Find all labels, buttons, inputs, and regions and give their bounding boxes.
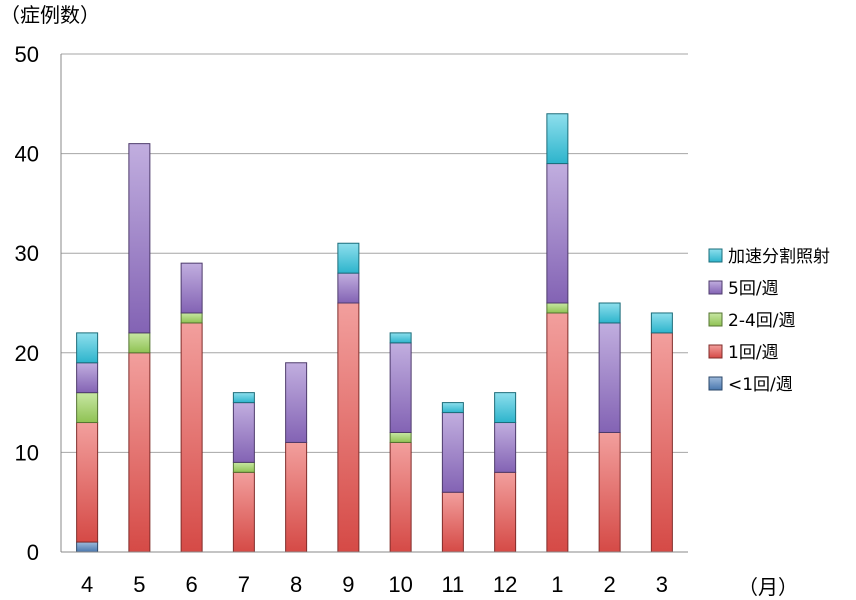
legend-swatch (708, 312, 723, 327)
bar-segment (128, 143, 151, 334)
x-tick-label: 7 (238, 572, 250, 597)
legend-label: 加速分割照射 (728, 247, 830, 267)
axes (60, 54, 688, 553)
bar-segment (598, 431, 621, 553)
x-tick-label: 1 (551, 572, 563, 597)
bar-segment (389, 332, 412, 344)
x-tick-label: 8 (290, 572, 302, 597)
bar-segment (650, 312, 673, 334)
x-tick-label: 3 (656, 572, 668, 597)
x-tick-label: 6 (186, 572, 198, 597)
y-tick-label: 20 (15, 341, 39, 366)
bar-segment (180, 262, 203, 314)
bar-segment (285, 441, 308, 553)
grid-lines (61, 53, 688, 453)
bar-segment (337, 302, 360, 553)
bar-segment (232, 471, 255, 553)
x-tick-label: 12 (493, 572, 517, 597)
bar-segment (76, 392, 99, 424)
bar-segment (76, 362, 99, 394)
bar-segment (285, 362, 308, 443)
bar-series (76, 113, 673, 553)
bar-segment (546, 312, 569, 553)
y-tick-label: 0 (27, 540, 39, 565)
x-tick-label: 9 (342, 572, 354, 597)
bar-segment (76, 422, 99, 543)
bar-segment (232, 461, 255, 473)
bar-segment (389, 431, 412, 443)
x-tick-label: 5 (133, 572, 145, 597)
bar-segment (180, 322, 203, 553)
bar-segment (546, 302, 569, 314)
bar-segment (494, 392, 517, 424)
bar-segment (180, 312, 203, 324)
bar-segment (232, 402, 255, 463)
legend-label: 1回/週 (728, 343, 779, 363)
legend-swatch (708, 280, 723, 295)
bar-segment (76, 541, 99, 553)
legend-swatch (708, 248, 723, 263)
y-axis-title: （症例数） (0, 3, 100, 27)
bar-segment (494, 422, 517, 473)
bar-segment (441, 491, 464, 553)
bar-segment (76, 332, 99, 364)
x-tick-label: 4 (81, 572, 93, 597)
x-tick-label: 2 (604, 572, 616, 597)
bar-segment (337, 242, 360, 274)
bar-segment (598, 302, 621, 324)
bar-segment (441, 412, 464, 493)
legend-label: 2-4回/週 (728, 311, 796, 331)
legend-swatch (708, 344, 723, 359)
y-tick-label: 50 (15, 42, 39, 67)
x-tick-label: 10 (388, 572, 412, 597)
bar-segment (128, 352, 151, 553)
bar-segment (128, 332, 151, 354)
y-tick-label: 30 (15, 241, 39, 266)
x-axis-title: （月） (738, 575, 798, 599)
bar-segment (494, 471, 517, 553)
bar-segment (546, 113, 569, 165)
legend: 加速分割照射 5回/週 2-4回/週 1回/週 <1回/週 (708, 247, 830, 395)
x-tick-labels: 4 5 6 7 8 9 10 11 12 1 2 3 (81, 572, 668, 597)
bar-segment (389, 342, 412, 433)
y-tick-label: 10 (15, 440, 39, 465)
bar-segment (598, 322, 621, 433)
legend-label: 5回/週 (728, 279, 779, 299)
x-tick-label: 11 (441, 572, 464, 597)
legend-swatch (708, 376, 723, 391)
bar-segment (650, 332, 673, 553)
bar-segment (441, 402, 464, 414)
bar-segment (337, 272, 360, 304)
bar-segment (389, 441, 412, 553)
legend-label: <1回/週 (728, 375, 793, 395)
bar-segment (232, 392, 255, 404)
bar-segment (546, 163, 569, 304)
y-tick-labels: 0 10 20 30 40 50 (15, 42, 39, 565)
y-tick-label: 40 (15, 142, 39, 167)
